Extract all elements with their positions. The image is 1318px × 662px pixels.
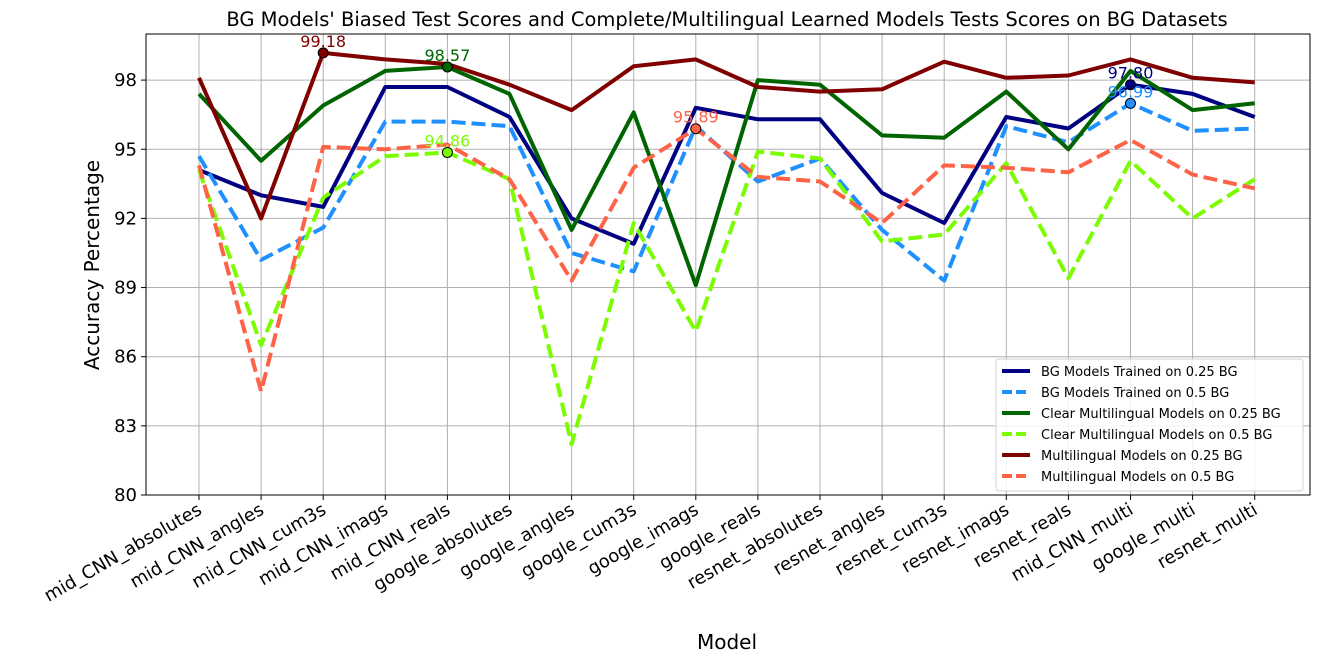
y-tick-label: 89 — [114, 278, 137, 299]
y-tick-label: 95 — [114, 139, 137, 160]
legend-label: BG Models Trained on 0.5 BG — [1041, 386, 1229, 401]
y-tick-label: 80 — [114, 485, 137, 506]
legend-label: Clear Multilingual Models on 0.5 BG — [1041, 428, 1272, 443]
data-label: 94.86 — [424, 131, 470, 150]
highlight-marker — [441, 146, 453, 158]
highlight-marker — [317, 47, 329, 59]
legend-label: BG Models Trained on 0.25 BG — [1041, 365, 1238, 380]
series-lines — [197, 50, 1256, 447]
series-line — [197, 65, 1255, 288]
legend-label: Clear Multilingual Models on 0.25 BG — [1041, 407, 1281, 422]
chart-title: BG Models' Biased Test Scores and Comple… — [226, 8, 1227, 31]
legend: BG Models Trained on 0.25 BG BG Models Tr… — [995, 358, 1304, 492]
legend-label: Multilingual Models on 0.5 BG — [1041, 470, 1234, 485]
x-axis-title: Model — [697, 630, 757, 654]
highlight-marker — [1125, 79, 1136, 91]
series-line — [197, 50, 1255, 221]
y-tick-label: 86 — [114, 347, 137, 368]
y-tick-label: 98 — [114, 70, 137, 91]
y-tick-label: 83 — [114, 416, 137, 437]
data-label: 99.18 — [300, 32, 346, 51]
highlight-marker — [441, 61, 453, 73]
data-label: 98.57 — [424, 46, 470, 65]
y-tick-label: 92 — [114, 208, 137, 229]
series-line — [197, 101, 1255, 283]
x-axis: mid_CNN_absolutesmid_CNN_anglesmid_CNN_c… — [41, 495, 1261, 606]
legend-label: Multilingual Models on 0.25 BG — [1041, 449, 1243, 464]
series-line — [198, 82, 1256, 246]
series-line — [197, 149, 1256, 447]
highlight-marker — [1125, 97, 1136, 109]
data-label: 95.89 — [673, 108, 719, 127]
y-axis: 80 83 86 89 92 95 98 — [114, 70, 146, 506]
highlight-marker — [690, 123, 702, 135]
series-line — [197, 126, 1256, 394]
legend-frame — [995, 358, 1304, 492]
y-axis-title: Accuracy Percentage — [80, 160, 104, 370]
data-label: 97.80 — [1108, 64, 1154, 83]
plot-frame — [145, 33, 1311, 496]
data-label: 96.99 — [1108, 82, 1154, 101]
